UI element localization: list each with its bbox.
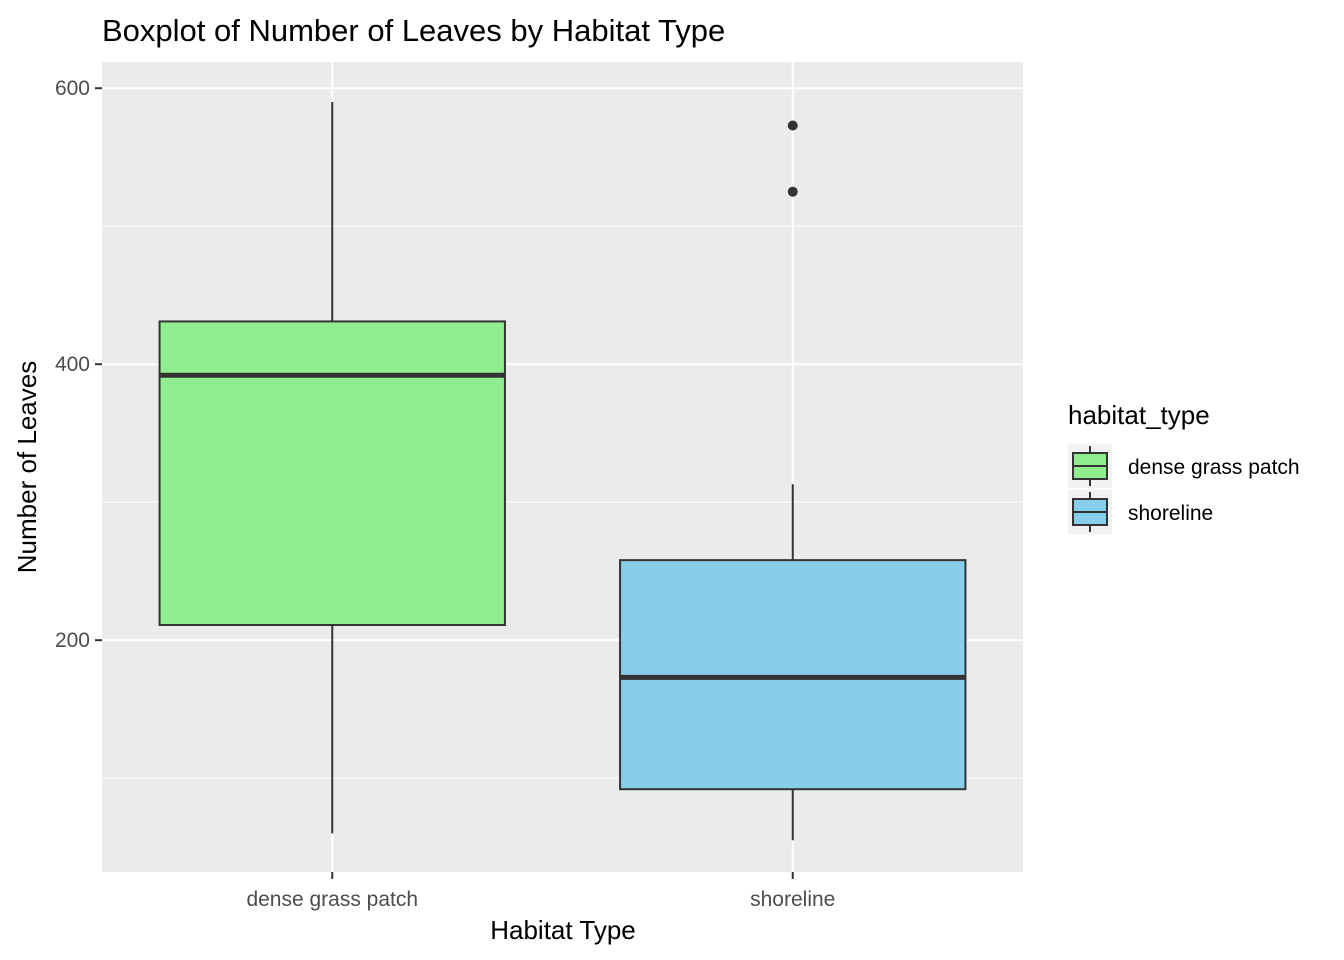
y-tick-label: 400	[55, 353, 90, 376]
legend-key: dense grass patch	[1068, 444, 1300, 488]
legend-label: dense grass patch	[1128, 456, 1300, 479]
legend-label: shoreline	[1128, 502, 1213, 525]
x-tick-label: dense grass patch	[246, 888, 418, 911]
legend: habitat_type dense grass patch shoreline	[1068, 400, 1300, 534]
y-axis-title: Number of Leaves	[12, 361, 42, 573]
legend-title: habitat_type	[1068, 400, 1210, 430]
legend-key: shoreline	[1068, 490, 1213, 534]
x-tick-label: shoreline	[750, 888, 835, 911]
chart-title: Boxplot of Number of Leaves by Habitat T…	[102, 13, 725, 48]
x-axis-ticks: dense grass patch shoreline	[246, 872, 835, 911]
y-axis-ticks: 200 400 600	[55, 77, 102, 652]
legend-keys: dense grass patch shoreline	[1068, 444, 1300, 534]
box-group	[158, 102, 506, 834]
outlier-point	[787, 186, 798, 197]
box-iqr	[158, 320, 506, 626]
y-tick-label: 200	[55, 629, 90, 652]
box-group	[619, 120, 967, 841]
boxes	[158, 102, 967, 841]
box-iqr	[619, 559, 967, 791]
x-axis-title: Habitat Type	[490, 915, 636, 945]
y-tick-label: 600	[55, 77, 90, 100]
outlier-point	[787, 120, 798, 131]
